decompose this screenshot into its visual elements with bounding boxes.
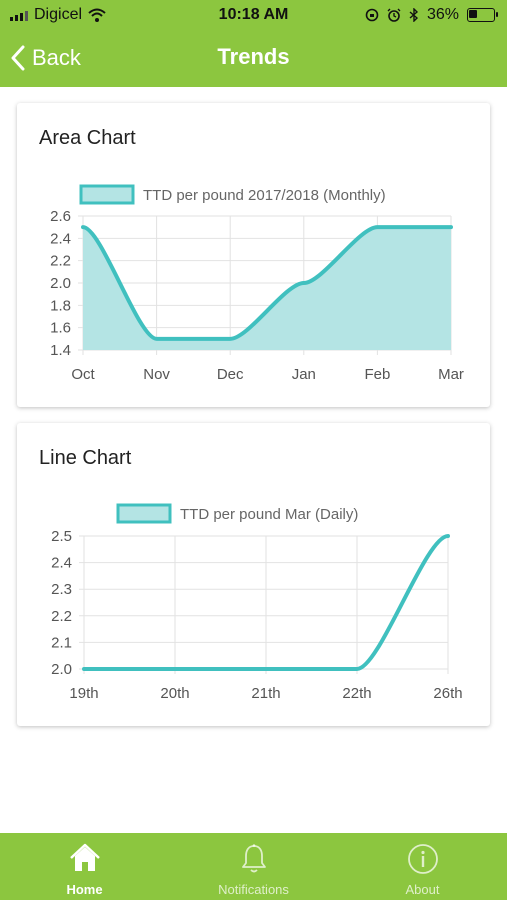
battery-percent: 36%: [426, 6, 459, 23]
line-chart-card: Line Chart 2.5 2.4 2.3 2.2 2.1 2.0 19th 20th 21t…: [17, 423, 490, 726]
area-chart-ytick-label: 2.6: [50, 208, 71, 225]
status-time: 10:18 AM: [218, 6, 289, 23]
status-bar: Digicel 10:18 AM 36%: [0, 0, 507, 30]
area-chart-ytick-label: 1.8: [50, 297, 71, 314]
nav-bar: Back Trends: [0, 38, 507, 78]
tab-home-label: Home: [66, 882, 103, 897]
line-chart-data-point: [355, 667, 359, 671]
carrier-info: Digicel: [10, 6, 106, 24]
chevron-left-icon: [11, 45, 25, 71]
line-chart-legend-swatch: [116, 503, 172, 524]
area-chart-xtick-label: Oct: [71, 366, 95, 383]
line-chart-xtick-label: 22th: [342, 685, 371, 702]
carrier-name: Digicel: [34, 6, 83, 23]
line-chart-xtick-label: 26th: [433, 685, 462, 702]
area-chart-data-point: [449, 225, 453, 229]
signal-icon: [10, 9, 28, 21]
rotation-lock-icon: [365, 8, 379, 22]
line-chart-data-point: [173, 667, 177, 671]
area-chart-ytick-label: 2.2: [50, 253, 71, 270]
line-chart-title: Line Chart: [39, 447, 132, 469]
area-chart-ytick-label: 2.0: [50, 275, 71, 292]
area-chart-data-point: [302, 281, 306, 285]
battery-icon: [467, 8, 498, 22]
area-chart-xtick-label: Mar: [438, 366, 464, 383]
area-chart-area-fill: [83, 227, 451, 350]
info-icon: [407, 844, 438, 874]
bluetooth-icon: [409, 8, 418, 22]
line-chart-ytick-label: 2.5: [51, 528, 72, 545]
area-chart-legend-label: TTD per pound 2017/2018 (Monthly): [143, 187, 386, 204]
area-chart-title: Area Chart: [39, 127, 136, 149]
tab-about-label: About: [405, 882, 440, 897]
area-chart-ytick-label: 2.4: [50, 230, 71, 247]
area-chart-xtick-label: Jan: [292, 366, 316, 383]
line-chart-data-point: [82, 667, 86, 671]
area-chart-data-point: [228, 337, 232, 341]
area-chart-data-point: [155, 337, 159, 341]
tab-bar: Home Notifications About: [0, 833, 507, 900]
tab-about[interactable]: About: [338, 833, 507, 900]
line-chart-ytick-label: 2.1: [51, 634, 72, 651]
area-chart-data-point: [81, 225, 85, 229]
tab-notifications[interactable]: Notifications: [169, 833, 338, 900]
area-chart-data-point: [375, 225, 379, 229]
back-label: Back: [32, 45, 81, 70]
page-title: Trends: [217, 44, 290, 69]
line-chart: 2.5 2.4 2.3 2.2 2.1 2.0 19th 20th 21th 22th 26th TT…: [51, 503, 463, 702]
area-chart-ytick-label: 1.4: [50, 342, 71, 359]
tab-notifications-label: Notifications: [218, 882, 289, 897]
wifi-icon: [88, 8, 106, 22]
line-chart-xtick-label: 21th: [251, 685, 280, 702]
area-chart-legend-swatch: [79, 184, 135, 205]
line-chart-ytick-label: 2.2: [51, 608, 72, 625]
tab-home[interactable]: Home: [0, 833, 169, 900]
line-chart-xtick-label: 20th: [160, 685, 189, 702]
line-chart-xtick-label: 19th: [69, 685, 98, 702]
app-header: Digicel 10:18 AM 36%: [0, 0, 507, 87]
line-chart-ytick-label: 2.3: [51, 581, 72, 598]
home-icon: [69, 843, 100, 871]
area-chart-xtick-label: Feb: [364, 366, 390, 383]
area-chart-card: Area Chart 2.6 2.4 2.2 2.0 1.8 1.6 1.4 Oct Nov De…: [17, 103, 490, 407]
line-chart-legend-label: TTD per pound Mar (Daily): [180, 506, 358, 523]
status-right: 36%: [365, 6, 498, 24]
line-chart-ytick-label: 2.4: [51, 555, 72, 572]
back-button[interactable]: Back: [10, 38, 81, 78]
area-chart-ytick-label: 1.6: [50, 320, 71, 337]
line-chart-series-line: [82, 534, 450, 671]
line-chart-ytick-label: 2.0: [51, 661, 72, 678]
alarm-icon: [387, 8, 401, 22]
line-chart-data-point: [264, 667, 268, 671]
area-chart-xtick-label: Dec: [217, 366, 244, 383]
area-chart-xtick-label: Nov: [143, 366, 170, 383]
bell-icon: [241, 844, 266, 873]
line-chart-data-point: [446, 534, 450, 538]
